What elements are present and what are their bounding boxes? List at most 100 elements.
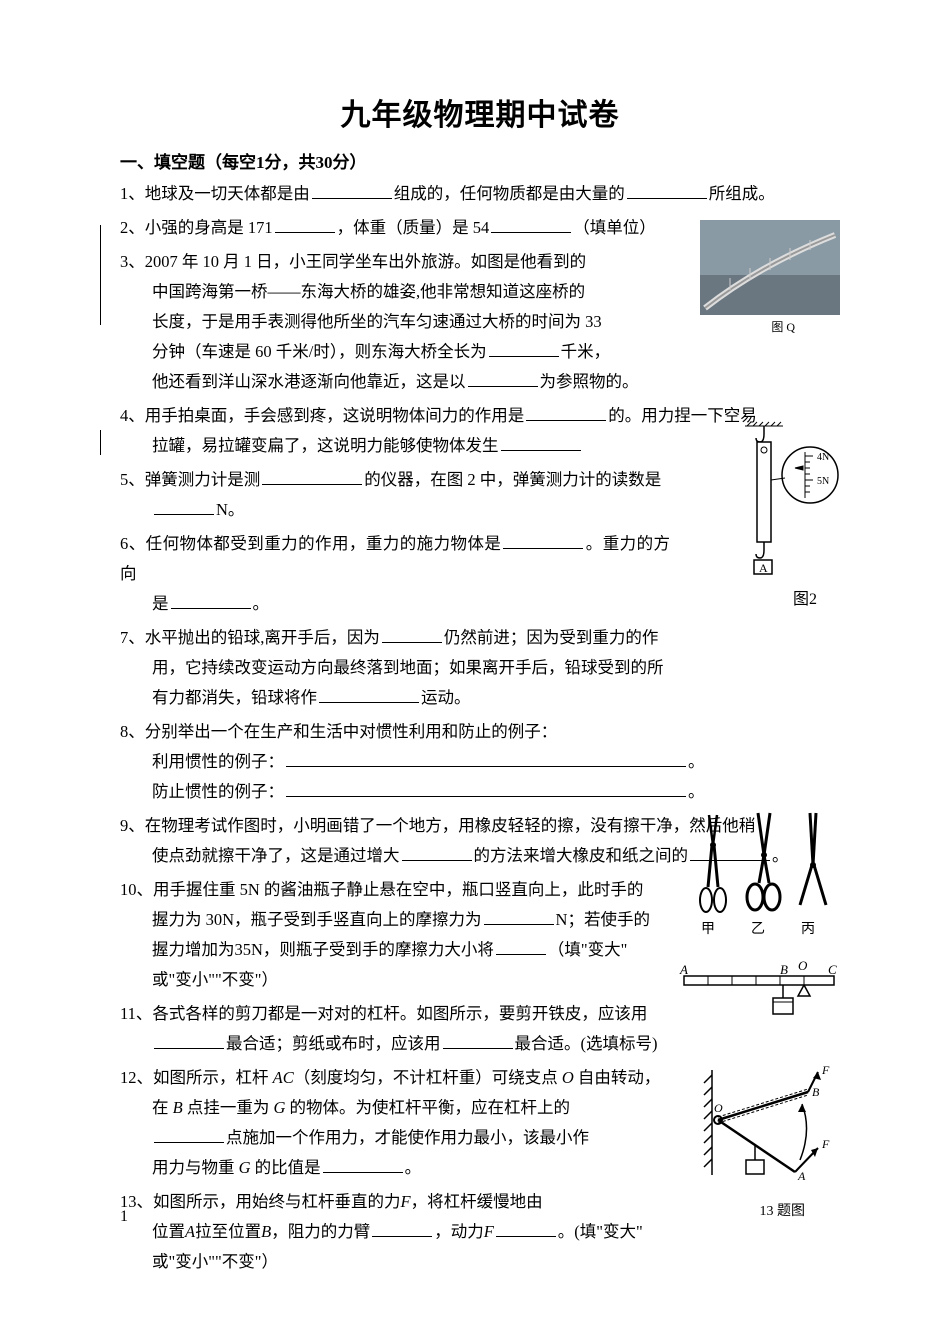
q7-line1-a: 7、水平抛出的铅球,离开手后，因为 <box>120 628 380 647</box>
figure-lever-2-caption: 13 题图 <box>760 1200 806 1220</box>
lever1-c: C <box>828 962 837 977</box>
q13-line2-e: 。(填"变大" <box>558 1222 643 1241</box>
figure-scissors-labels: 甲 乙 丙 <box>683 918 833 938</box>
q7-blank-1 <box>382 625 442 643</box>
question-1: 1、地球及一切天体都是由组成的，任何物质都是由大量的所组成。 <box>120 179 840 209</box>
scissor-label-bing: 丙 <box>801 918 815 938</box>
q10-line1: 10、用手握住重 5N 的酱油瓶子静止悬在空中，瓶口竖直向上，此时手的 <box>120 880 643 899</box>
question-4: 4、用手拍桌面，手会感到疼，这说明物体间力的作用是的。用力捏一下空易 拉罐，易拉… <box>120 401 840 461</box>
q10-blank-1 <box>484 907 554 925</box>
q3-blank-2 <box>468 369 538 387</box>
q7-line3-b: 运动。 <box>421 688 471 707</box>
q4-blank-2 <box>501 433 581 451</box>
question-11: 11、各式各样的剪刀都是一对对的杠杆。如图所示，要剪开铁皮，应该用 最合适；剪纸… <box>120 999 680 1059</box>
q3-line4-b: 千米， <box>561 342 611 361</box>
q12-line2-d: 的物体。为使杠杆平衡，应在杠杆上的 <box>285 1098 570 1117</box>
figure-spring-caption: 图2 <box>793 585 817 609</box>
spring-5n-label: 5N <box>817 476 829 487</box>
question-8: 8、分别举出一个在生产和生活中对惯性利用和防止的例子： 利用惯性的例子：。 防止… <box>120 717 840 807</box>
q13-blank-2 <box>496 1219 556 1237</box>
question-10: 10、用手握住重 5N 的酱油瓶子静止悬在空中，瓶口竖直向上，此时手的 握力为 … <box>120 875 680 995</box>
q13-f: F <box>401 1192 411 1211</box>
q2-blank-2 <box>491 215 571 233</box>
question-12: 12、如图所示，杠杆 AC（刻度均匀，不计杠杆重）可绕支点 O 自由转动， 在 … <box>120 1063 680 1183</box>
spring-4n-label: 4N <box>817 452 829 463</box>
q10-blank-2 <box>496 937 546 955</box>
q3-blank-1 <box>489 339 559 357</box>
q8-line2: 利用惯性的例子： <box>152 752 284 771</box>
q11-line2-b: 最合适。(选填标号) <box>515 1034 658 1053</box>
q9-line2-a: 使点劲就擦干净了，这是通过增大 <box>152 846 400 865</box>
q8-blank-2 <box>286 779 686 797</box>
q3-line2: 中国跨海第一桥——东海大桥的雄姿,他非常想知道这座桥的 <box>120 277 680 307</box>
q7-line1-b: 仍然前进；因为受到重力的作 <box>444 628 659 647</box>
q12-b: B <box>173 1098 183 1117</box>
q11-line2-a: 最合适；剪纸或布时，应该用 <box>226 1034 441 1053</box>
q13-ap: A <box>185 1222 195 1241</box>
question-7: 7、水平抛出的铅球,离开手后，因为 仍然前进；因为受到重力的作 用，它持续改变运动… <box>120 623 670 713</box>
q12-g: G <box>273 1098 285 1117</box>
q5-line1-a: 5、弹簧测力计是测 <box>120 470 260 489</box>
edit-mark-left-1 <box>100 225 103 325</box>
q5-blank-2 <box>154 497 214 515</box>
q12-ac: AC <box>273 1068 294 1087</box>
q13-bp: B <box>261 1222 271 1241</box>
q8-line3: 防止惯性的例子： <box>152 782 284 801</box>
lever1-a: A <box>679 962 688 977</box>
q12-o: O <box>562 1068 574 1087</box>
q2-blank-1 <box>275 215 335 233</box>
figure-lever-1: A B O C <box>678 958 840 1028</box>
q1-blank-2 <box>627 181 707 199</box>
figure-lever-2: O B F A F <box>700 1060 840 1190</box>
scissor-label-yi: 乙 <box>751 918 765 938</box>
q8-line2-end: 。 <box>688 752 705 771</box>
q12-line4-a: 用力与物重 <box>152 1158 239 1177</box>
q13-line1-b: ，将杠杆缓慢地由 <box>411 1192 543 1211</box>
q12-blank-1 <box>154 1125 224 1143</box>
spring-a-label: A <box>759 561 768 575</box>
q4-line2: 拉罐，易拉罐变扁了，这说明力能够使物体发生 <box>152 436 499 455</box>
q13-line2-c: ，阻力的力臂 <box>271 1222 370 1241</box>
question-5: 5、弹簧测力计是测 的仪器，在图 2 中，弹簧测力计的读数是 N。 <box>120 465 670 525</box>
q9-line2-b: 的方法来增大橡皮和纸之间的 <box>474 846 689 865</box>
q4-line1-a: 4、用手拍桌面，手会感到疼，这说明物体间力的作用是 <box>120 406 524 425</box>
q10-line3-a: 握力增加为35N，则瓶子受到手的摩擦力大小将 <box>152 940 494 959</box>
q12-line1-a: 12、如图所示，杠杆 <box>120 1068 273 1087</box>
q5-line1-b: 的仪器，在图 2 中，弹簧测力计的读数是 <box>364 470 661 489</box>
svg-text:A: A <box>797 1169 806 1183</box>
q7-line2: 用，它持续改变运动方向最终落到地面；如果离开手后，铅球受到的所 <box>120 653 670 683</box>
q13-line2-a: 位置 <box>152 1222 185 1241</box>
q12-line3-a: 点施加一个作用力，才能使作用力最小，该最小作 <box>226 1128 589 1147</box>
q9-line1: 9、在物理考试作图时，小明画错了一个地方，用橡皮轻轻的擦，没有擦干净，然后他稍 <box>120 816 755 835</box>
q12-blank-2 <box>323 1155 403 1173</box>
figure-spring-scale: 4N 5N A <box>735 420 840 590</box>
q8-blank-1 <box>286 749 686 767</box>
q10-line4: 或"变小""不变"） <box>120 965 680 995</box>
q13-f2: F <box>484 1222 494 1241</box>
q12-line2-c: 点挂一重为 <box>183 1098 274 1117</box>
lever1-b: B <box>780 962 788 977</box>
q3-line1: 3、2007 年 10 月 1 日，小王同学坐车出外旅游。如图是他看到的 <box>120 252 586 271</box>
q2-text-c: （填单位） <box>573 218 656 237</box>
q12-line2-a: 在 <box>152 1098 173 1117</box>
q5-blank-1 <box>262 467 362 485</box>
q12-line4-b: 的比值是 <box>251 1158 321 1177</box>
q6-line2-a: 是 <box>152 594 169 613</box>
figure-bridge <box>700 220 840 315</box>
q2-text-a: 2、小强的身高是 171 <box>120 218 273 237</box>
question-6: 6、任何物体都受到重力的作用，重力的施力物体是。重力的方向 是。 <box>120 529 670 619</box>
q13-line1-a: 13、如图所示，用始终与杠杆垂直的力 <box>120 1192 401 1211</box>
svg-text:F: F <box>821 1137 830 1151</box>
question-3: 3、2007 年 10 月 1 日，小王同学坐车出外旅游。如图是他看到的 中国跨… <box>120 247 680 397</box>
q13-line2-b: 拉至位置 <box>195 1222 261 1241</box>
svg-text:O: O <box>714 1101 723 1115</box>
q7-line3-a: 有力都消失，铅球将作 <box>152 688 317 707</box>
q6-blank-1 <box>503 531 583 549</box>
q1-blank-1 <box>312 181 392 199</box>
q12-line4-c: 。 <box>405 1158 422 1177</box>
q6-line2-b: 。 <box>253 594 270 613</box>
q13-line3: 或"变小""不变"） <box>120 1247 680 1277</box>
q5-line2: N。 <box>216 500 244 519</box>
scissor-label-jia: 甲 <box>701 918 715 938</box>
q10-line2-b: N；若使手的 <box>556 910 650 929</box>
